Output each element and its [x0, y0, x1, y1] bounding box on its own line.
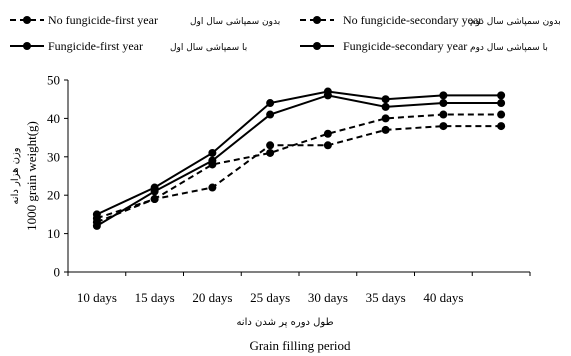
x-tick-label: 35 days — [366, 290, 406, 305]
data-point — [497, 122, 506, 131]
x-tick-label: 15 days — [135, 290, 175, 305]
y-tick-label: 0 — [54, 265, 61, 280]
data-point — [208, 156, 217, 165]
legend-label-persian: بدون سمپاشی سال اول — [190, 17, 280, 27]
y-tick-label: 20 — [47, 188, 60, 203]
data-point — [323, 129, 332, 138]
data-point — [92, 221, 101, 230]
data-point — [208, 148, 217, 157]
x-axis: 10 days 15 days 20 days 25 days 30 days 35 da… — [67, 271, 531, 305]
data-point — [92, 210, 101, 219]
plot-area — [92, 87, 506, 230]
data-point — [266, 110, 275, 119]
legend-label-persian: با سمپاشی سال دوم — [470, 43, 548, 53]
legend-label-persian: بدون سمپاشی سال دوم — [470, 17, 561, 27]
data-point — [381, 125, 390, 134]
legend-label: No fungicide-secondary year — [343, 13, 482, 27]
legend: No fungicide-first year بدون سمپاشی سال ا… — [10, 13, 561, 53]
x-axis-label-persian: طول دوره پر شدن دانه — [236, 317, 333, 328]
data-point — [497, 110, 506, 119]
y-axis-label-persian: وزن هزار دانه — [10, 147, 21, 204]
legend-swatch-marker — [23, 16, 31, 24]
data-point — [323, 141, 332, 150]
data-point — [323, 91, 332, 100]
x-tick-label: 25 days — [250, 290, 290, 305]
data-point — [497, 91, 506, 100]
series-line — [96, 94, 502, 227]
y-axis-label: 1000 grain weight(g) — [24, 121, 39, 231]
data-point — [381, 114, 390, 123]
data-point — [439, 99, 448, 108]
series-line — [96, 113, 502, 220]
series-line — [96, 90, 502, 216]
legend-swatch-marker — [313, 16, 321, 24]
x-tick-label: 20 days — [192, 290, 232, 305]
x-axis-label: Grain filling period — [249, 338, 351, 353]
data-point — [439, 91, 448, 100]
legend-label: No fungicide-first year — [48, 13, 158, 27]
legend-label: Fungicide-first year — [48, 39, 143, 53]
series-line — [96, 125, 502, 224]
y-axis: 0 10 20 30 40 50 — [47, 73, 69, 280]
data-point — [208, 183, 217, 192]
legend-label-persian: با سمپاشی سال اول — [170, 43, 247, 53]
data-point — [381, 95, 390, 104]
y-tick-label: 40 — [47, 111, 60, 126]
data-point — [439, 122, 448, 131]
legend-swatch-marker — [23, 42, 31, 50]
data-point — [439, 110, 448, 119]
legend-swatch-marker — [313, 42, 321, 50]
data-point — [266, 99, 275, 108]
data-point — [497, 99, 506, 108]
data-point — [266, 148, 275, 157]
x-tick-label: 10 days — [77, 290, 117, 305]
data-point — [266, 141, 275, 150]
data-point — [150, 187, 159, 196]
legend-label: Fungicide-secondary year — [343, 39, 467, 53]
data-point — [150, 195, 159, 204]
y-tick-label: 50 — [47, 73, 60, 88]
x-tick-label: 40 days — [423, 290, 463, 305]
y-tick-label: 10 — [47, 226, 60, 241]
data-point — [381, 102, 390, 111]
x-tick-label: 30 days — [308, 290, 348, 305]
y-tick-label: 30 — [47, 149, 60, 164]
